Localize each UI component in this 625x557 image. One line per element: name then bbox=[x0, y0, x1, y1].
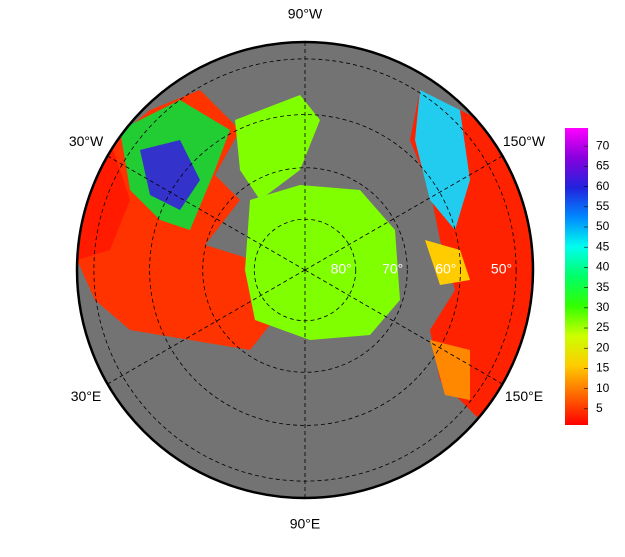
map-border bbox=[75, 40, 535, 500]
ocean-field bbox=[235, 95, 320, 200]
colorbar-tick-label: 55 bbox=[596, 199, 610, 213]
colorbar-tick-label: 15 bbox=[596, 361, 610, 375]
colorbar-scale bbox=[565, 128, 588, 425]
longitude-label: 150°E bbox=[505, 388, 543, 404]
colorbar: 5 10 15 20 25 30 35 40 45 50 55 60 65 70 bbox=[565, 128, 610, 425]
longitude-label: 30°W bbox=[69, 133, 104, 149]
parallel bbox=[149, 114, 461, 426]
meridian bbox=[96, 149, 306, 271]
latitude-label: 80° bbox=[331, 261, 352, 277]
colorbar-tick-label: 40 bbox=[596, 260, 610, 274]
longitude-label: 150°W bbox=[503, 133, 546, 149]
longitude-label: 90°E bbox=[290, 516, 321, 532]
ocean-field bbox=[415, 90, 470, 230]
colorbar-tick-label: 25 bbox=[596, 320, 610, 334]
colorbar-tick-label: 20 bbox=[596, 340, 610, 354]
colorbar-tick-label: 70 bbox=[596, 138, 610, 152]
colorbar-tick-label: 5 bbox=[596, 401, 603, 415]
colorbar-tick-label: 60 bbox=[596, 179, 610, 193]
colorbar-tick-label: 10 bbox=[596, 381, 610, 395]
longitude-label: 30°E bbox=[71, 388, 102, 404]
ocean-field bbox=[425, 240, 470, 285]
parallel bbox=[253, 218, 357, 322]
ocean-field bbox=[245, 185, 400, 340]
graticule bbox=[93, 42, 517, 498]
colorbar-tick-label: 65 bbox=[596, 159, 610, 173]
colorbar-tick-label: 45 bbox=[596, 239, 610, 253]
ocean-field bbox=[140, 140, 200, 210]
meridian bbox=[304, 149, 514, 271]
meridian bbox=[304, 269, 514, 391]
colorbar-tick-label: 50 bbox=[596, 219, 610, 233]
colorbar-tick-label: 30 bbox=[596, 300, 610, 314]
latitude-label: 60° bbox=[435, 261, 456, 277]
parallel bbox=[93, 58, 517, 482]
parallel bbox=[202, 167, 408, 373]
map-body bbox=[77, 42, 533, 498]
labels: 90°W 30°W 150°W 30°E 150°E 90°E 80° 70° 60° 50° bbox=[69, 6, 546, 532]
longitude-label: 90°W bbox=[288, 6, 323, 22]
latitude-label: 50° bbox=[491, 261, 512, 277]
ocean-field bbox=[430, 340, 470, 400]
meridian bbox=[96, 269, 306, 391]
colorbar-tick-label: 35 bbox=[596, 280, 610, 294]
latitude-label: 70° bbox=[382, 261, 403, 277]
